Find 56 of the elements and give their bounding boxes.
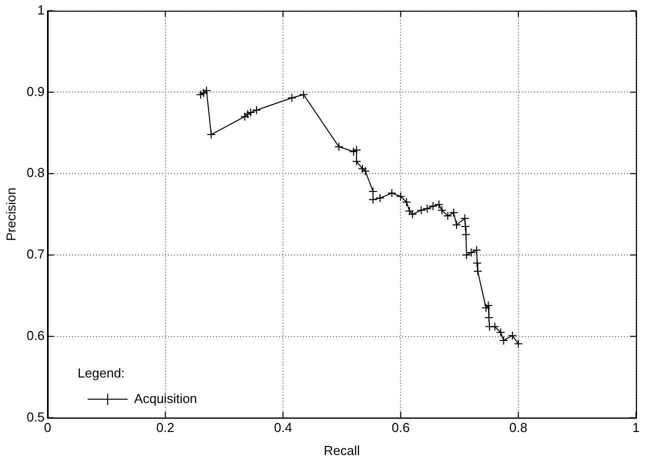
x-tick-label: 0.2 bbox=[156, 420, 174, 436]
x-axis-title: Recall bbox=[324, 442, 360, 458]
point bbox=[287, 93, 296, 102]
point bbox=[196, 90, 206, 100]
y-tick-label: 1 bbox=[37, 2, 45, 18]
x-tick-label: 0 bbox=[44, 420, 52, 436]
point bbox=[462, 250, 472, 260]
legend-title: Legend: bbox=[78, 365, 125, 380]
point bbox=[358, 164, 367, 174]
point bbox=[206, 130, 216, 140]
point bbox=[466, 248, 476, 258]
point bbox=[252, 106, 262, 115]
y-axis-title: Precision bbox=[3, 188, 18, 242]
point bbox=[360, 166, 370, 176]
point bbox=[452, 220, 462, 230]
point bbox=[473, 266, 482, 276]
y-tick-label: 0.7 bbox=[26, 246, 45, 262]
point bbox=[387, 188, 396, 198]
point bbox=[514, 339, 523, 348]
x-tick-label: 1 bbox=[632, 420, 640, 436]
x-tick-label: 0.8 bbox=[509, 420, 528, 436]
point bbox=[368, 195, 378, 204]
y-tick-label: 0.9 bbox=[26, 84, 45, 99]
point bbox=[408, 210, 417, 219]
point bbox=[422, 204, 432, 214]
point bbox=[460, 214, 470, 223]
y-tick-label: 0.8 bbox=[26, 165, 45, 180]
point bbox=[352, 145, 362, 154]
point bbox=[243, 110, 252, 119]
point bbox=[299, 90, 308, 100]
x-tick-label: 0.6 bbox=[392, 420, 410, 436]
point bbox=[404, 206, 414, 216]
y-tick-label: 0.5 bbox=[26, 409, 45, 424]
point bbox=[499, 336, 508, 345]
point bbox=[368, 187, 378, 196]
point bbox=[472, 246, 482, 255]
point bbox=[246, 108, 256, 118]
x-tick-label: 0.4 bbox=[274, 420, 292, 436]
point bbox=[349, 147, 358, 156]
point bbox=[428, 202, 438, 211]
point bbox=[202, 86, 212, 96]
point bbox=[508, 331, 517, 340]
point bbox=[376, 194, 385, 203]
legend-label: Acquisition bbox=[134, 390, 198, 406]
point bbox=[449, 208, 458, 218]
point bbox=[240, 112, 250, 122]
point bbox=[484, 300, 493, 310]
point bbox=[472, 258, 482, 268]
point bbox=[334, 142, 344, 152]
point bbox=[481, 303, 490, 312]
point bbox=[484, 313, 494, 322]
point bbox=[416, 206, 426, 215]
y-tick-label: 0.6 bbox=[26, 328, 45, 343]
point bbox=[460, 222, 470, 232]
point bbox=[461, 230, 470, 240]
point bbox=[352, 156, 362, 166]
